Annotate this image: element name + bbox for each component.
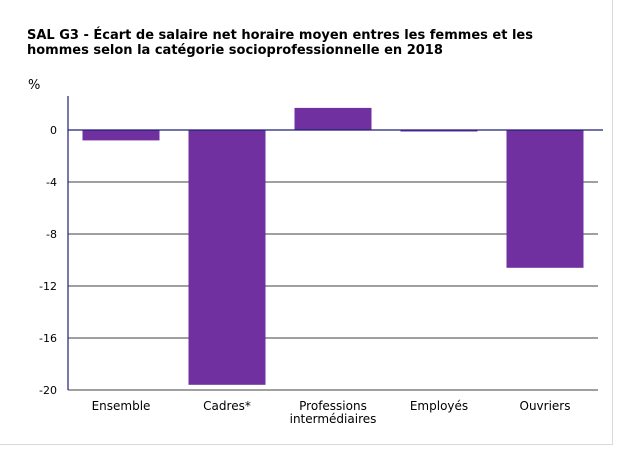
y-tick-label: -20: [39, 384, 57, 397]
y-tick-label: -4: [46, 176, 57, 189]
y-axis-unit-label: %: [28, 78, 41, 93]
bar: [294, 107, 372, 130]
x-category-label: intermédiaires: [290, 412, 377, 426]
y-tick-label: -12: [39, 280, 57, 293]
x-category-label: Ensemble: [92, 399, 151, 413]
x-category-label: Professions: [299, 399, 367, 413]
x-category-label: Ouvriers: [520, 399, 571, 413]
chart-title: SAL G3 - Écart de salaire net horaire mo…: [27, 28, 533, 58]
y-tick-label: -8: [46, 228, 57, 241]
bar: [82, 130, 160, 141]
y-tick-label: -16: [39, 332, 57, 345]
y-tick-label: 0: [50, 124, 57, 137]
x-category-label: Cadres*: [203, 399, 251, 413]
bar: [506, 130, 584, 268]
bar-chart: 0 -4 -8 -12 -16 -20 Ensemble Cadres* Professions…: [39, 96, 603, 426]
chart-frame: SAL G3 - Écart de salaire net horaire mo…: [0, 0, 613, 445]
bar: [400, 130, 478, 132]
bar: [188, 130, 266, 385]
x-category-label: Employés: [410, 399, 468, 413]
